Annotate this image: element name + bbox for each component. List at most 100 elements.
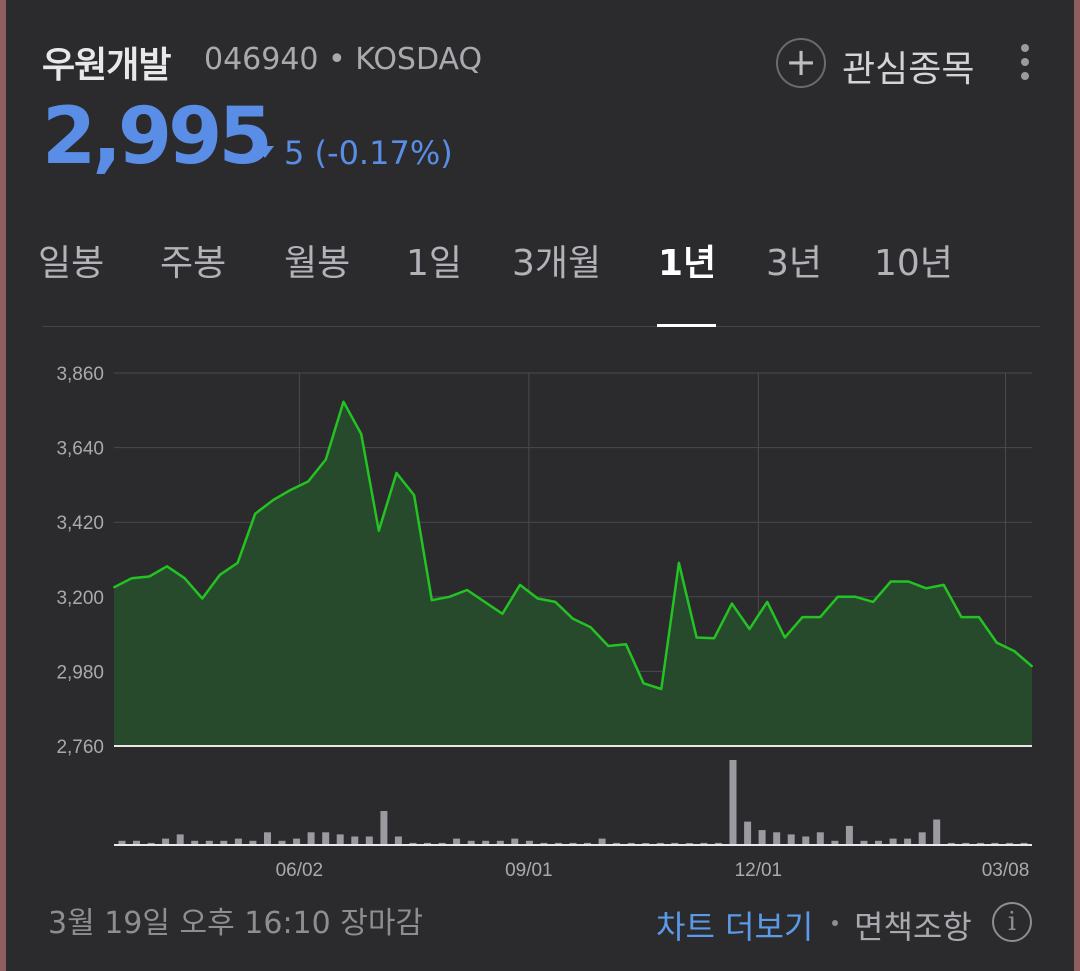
price-point [713, 637, 716, 640]
volume-bar [336, 834, 344, 845]
price-point [625, 643, 627, 646]
tabs-divider [42, 326, 1040, 327]
price-point [995, 641, 998, 644]
price-point [607, 645, 610, 647]
price-point [889, 580, 892, 583]
price-point [448, 595, 451, 598]
price-point [483, 600, 486, 603]
price-point [395, 472, 398, 474]
price-point [130, 577, 133, 580]
price-area [114, 401, 1032, 746]
price-point [925, 587, 928, 590]
price-point [218, 573, 221, 576]
volume-bar [133, 840, 140, 846]
volume-bar [511, 838, 519, 845]
vertical-ellipsis-icon[interactable] [1018, 44, 1032, 88]
price-point [377, 529, 380, 532]
volume-bar [162, 838, 170, 845]
price-point [360, 433, 363, 435]
current-price: 2,995 [42, 92, 273, 182]
price-point [766, 600, 769, 603]
volume-bar [118, 840, 126, 846]
price-point [642, 682, 645, 685]
price-point [677, 561, 680, 564]
x-tick-label: 03/08 [982, 860, 1030, 881]
volume-bar [424, 842, 431, 845]
volume-bar [409, 842, 417, 845]
price-point [166, 565, 168, 568]
price-point [801, 616, 804, 619]
volume-bar [278, 840, 286, 846]
volume-bar [293, 838, 301, 845]
price-point [748, 628, 751, 630]
disclaimer-link[interactable]: 면책조항 [854, 908, 972, 946]
volume-bar [787, 834, 795, 845]
volume-bar [802, 836, 810, 845]
price-point [572, 617, 574, 620]
price-point [872, 600, 875, 603]
price-point [501, 612, 504, 615]
volume-bar [438, 842, 446, 845]
volume-bar [496, 840, 504, 846]
volume-bar [249, 840, 257, 846]
volume-bar [453, 838, 461, 845]
y-tick-label: 2,980 [56, 662, 104, 683]
price-point [201, 597, 204, 600]
volume-bar [875, 840, 882, 846]
price-point [836, 595, 839, 598]
plus-circle-icon[interactable]: + [776, 38, 826, 88]
volume-bar [889, 838, 897, 845]
market-status: 3월 19일 오후 16:10 장마감 [48, 906, 424, 941]
price-point [289, 489, 292, 491]
more-chart-link[interactable]: 차트 더보기 [656, 908, 814, 946]
window-edge-right [1074, 0, 1080, 971]
info-icon[interactable]: i [992, 902, 1032, 942]
volume-bar [569, 842, 577, 845]
volume-bar [744, 821, 752, 845]
volume-bar [918, 832, 926, 846]
window-edge-left [0, 0, 6, 971]
volume-bar [715, 842, 722, 845]
price-point [819, 616, 822, 619]
volume-bar [933, 819, 941, 845]
tab-weekly[interactable]: 주봉 [160, 243, 227, 284]
volume-bar [467, 840, 475, 846]
x-tick-label: 12/01 [735, 860, 783, 881]
tab-1day[interactable]: 1일 [406, 243, 463, 284]
price-point [660, 688, 663, 690]
price-point [307, 480, 310, 483]
volume-bar [860, 840, 868, 846]
tab-3month[interactable]: 3개월 [512, 243, 602, 284]
price-point [695, 636, 698, 639]
price-point [113, 586, 115, 589]
price-point [236, 561, 239, 564]
watchlist-button[interactable]: 관심종목 [842, 49, 975, 90]
volume-bar [147, 842, 155, 845]
volume-bar [700, 842, 708, 845]
price-point [342, 400, 345, 403]
volume-bar [525, 840, 533, 846]
stock-name[interactable]: 우원개발 [42, 45, 171, 86]
volume-bar [322, 832, 330, 846]
price-chart[interactable]: 3,860 3,640 3,420 3,200 2,980 2,760 06/02 09/01… [6, 340, 1074, 890]
separator-dot [832, 920, 838, 926]
volume-bar [729, 760, 737, 845]
price-point [536, 597, 539, 600]
tab-1year[interactable]: 1년 [658, 243, 717, 284]
volume-bar [613, 842, 621, 845]
tab-10year[interactable]: 10년 [874, 243, 953, 284]
volume-bar [671, 842, 679, 845]
volume-bar [773, 832, 781, 846]
volume-bar [758, 830, 766, 845]
tab-monthly[interactable]: 월봉 [284, 243, 351, 284]
price-point [324, 458, 327, 461]
volume-bar [220, 840, 228, 846]
volume-bar [1020, 842, 1028, 845]
tab-daily[interactable]: 일봉 [38, 243, 105, 284]
volume-bar [307, 832, 315, 846]
x-tick-label: 06/02 [276, 860, 324, 881]
active-tab-indicator [657, 324, 716, 327]
tab-3year[interactable]: 3년 [766, 243, 823, 284]
down-triangle-icon [256, 146, 274, 158]
volume-bar [351, 836, 359, 845]
